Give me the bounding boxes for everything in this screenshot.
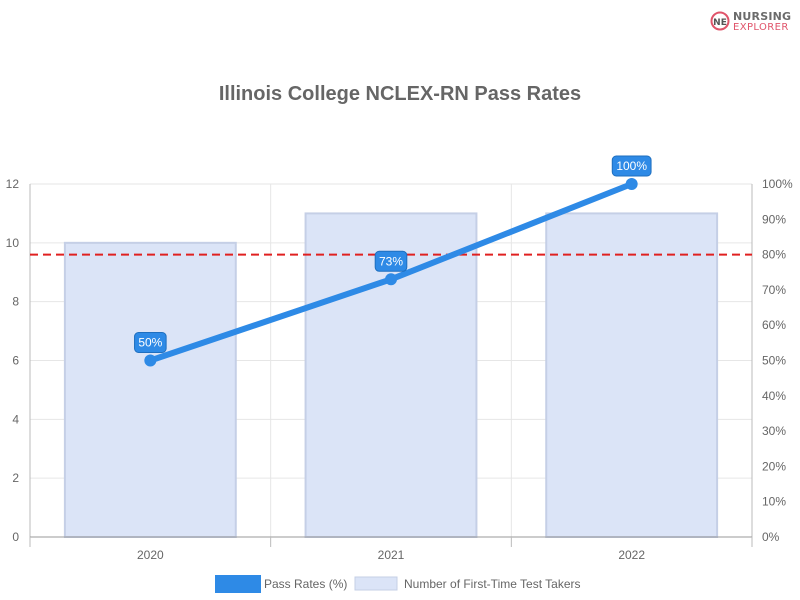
pass-rate-point-2021[interactable] (385, 273, 397, 286)
data-label-box-2021 (374, 250, 408, 272)
logo-text-line1: NURSING (733, 10, 792, 23)
y-left-tick-label: 12 (6, 177, 20, 191)
y-right-tick-label: 40% (762, 389, 786, 403)
axes-layer: 0 2 4 6 8 10 12 0% 10% 20% 30% 40% 50% 60% 70% 80% 90% 10… (6, 177, 793, 562)
data-label-2021: 73% (379, 254, 403, 268)
y-left-tick-label: 4 (12, 412, 19, 426)
y-left-tick-label: 6 (12, 354, 19, 368)
bar-2022 (545, 212, 719, 539)
y-left-tick-label: 2 (12, 471, 19, 485)
y-right-tick-label: 100% (762, 177, 793, 191)
y-right-tick-label: 90% (762, 212, 786, 226)
chart-title: Illinois College NCLEX-RN Pass Rates (219, 83, 581, 105)
legend-swatch-test-takers[interactable] (354, 576, 398, 591)
bar-2020 (63, 241, 237, 538)
legend-label-pass-rates: Pass Rates (%) (264, 577, 347, 591)
logo-mark-text: NE (713, 18, 727, 28)
data-label-2022: 100% (616, 159, 647, 173)
data-labels-layer: 50% 73% 100% (134, 155, 652, 353)
y-right-tick-label: 0% (762, 530, 780, 544)
data-label-box-2022 (611, 155, 652, 177)
pass-rate-point-2022[interactable] (625, 178, 638, 190)
y-left-tick-label: 10 (6, 236, 20, 250)
y-right-tick-label: 20% (762, 459, 786, 473)
nursing-explorer-logo: NE NURSING EXPLORER (710, 9, 794, 35)
line-layer (144, 178, 638, 367)
legend-label-test-takers: Number of First-Time Test Takers (404, 577, 580, 591)
nursing-explorer-logo-icon: NE (710, 11, 730, 31)
data-label-box-2020 (134, 332, 167, 353)
y-right-tick-label: 60% (762, 318, 786, 332)
y-left-tick-label: 8 (12, 295, 19, 309)
y-left-tick-label: 0 (12, 530, 19, 544)
y-right-tick-label: 80% (762, 248, 786, 262)
y-right-tick-label: 30% (762, 424, 786, 438)
y-right-tick-label: 70% (762, 283, 786, 297)
legend: Pass Rates (%) Number of First-Time Test… (215, 575, 580, 593)
data-label-2020: 50% (138, 336, 162, 350)
pass-rate-point-2020[interactable] (144, 354, 157, 367)
logo-text-line2: EXPLORER (733, 22, 789, 33)
y-right-tick-label: 50% (762, 354, 786, 368)
legend-swatch-pass-rates[interactable] (215, 575, 261, 593)
y-right-tick-label: 10% (762, 495, 786, 509)
x-tick-label-2020: 2020 (137, 548, 164, 562)
x-tick-label-2022: 2022 (618, 548, 645, 562)
x-tick-label-2021: 2021 (378, 548, 405, 562)
